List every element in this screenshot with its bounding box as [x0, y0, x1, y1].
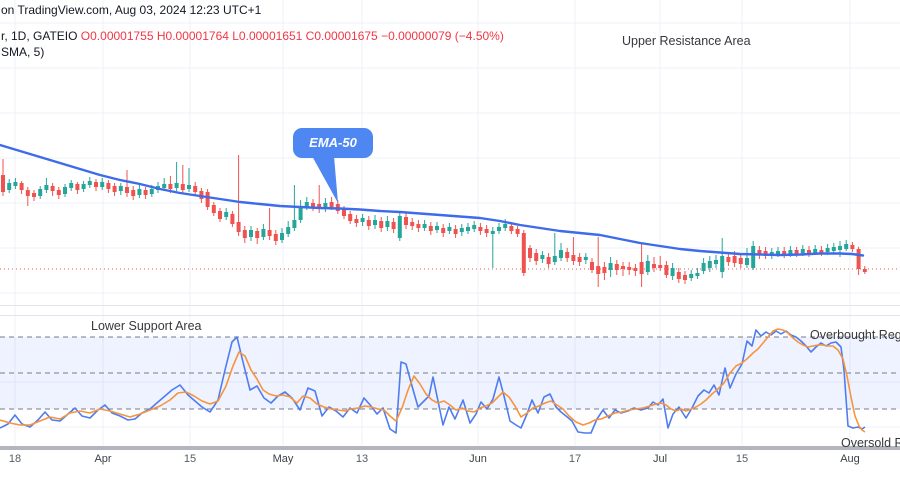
stochastic-d-line: [0, 328, 866, 433]
time-axis-label: Jun: [469, 453, 487, 465]
lower-support-label[interactable]: Lower Support Area: [91, 319, 202, 333]
ema-50-label[interactable]: EMA-50: [293, 128, 373, 158]
time-axis-label: May: [272, 453, 294, 465]
time-axis-label: 13: [355, 453, 369, 465]
legend-publish-line[interactable]: on TradingView.com, Aug 03, 2024 12:23 U…: [1, 3, 262, 17]
time-axis-label: Apr: [94, 453, 112, 465]
time-axis-label: Aug: [840, 453, 860, 465]
ema-50-line: [0, 143, 865, 257]
ema-label-pointer: [312, 156, 338, 203]
legend-symbol-text: r, 1D, GATEIO: [1, 29, 81, 43]
time-axis-label: 15: [735, 453, 749, 465]
oversold-region-label[interactable]: Oversold Region: [841, 436, 900, 450]
time-axis-label: 17: [568, 453, 582, 465]
time-axis-label: Jul: [652, 453, 668, 465]
candlesticks: [1, 155, 867, 287]
stochastic-k-line: [0, 329, 866, 434]
legend-sma-line[interactable]: SMA, 5): [1, 45, 45, 59]
legend-ohlc-values: O0.00001755 H0.00001764 L0.00001651 C0.0…: [80, 29, 504, 43]
time-axis-label: 15: [183, 453, 197, 465]
legend-symbol-line[interactable]: r, 1D, GATEIO O0.00001755 H0.00001764 L0…: [1, 30, 504, 43]
time-axis-bar: [0, 446, 900, 450]
pane-separator: [0, 315, 900, 316]
pane-separator: [0, 305, 900, 306]
time-axis-label: 18: [8, 453, 22, 465]
upper-resistance-label[interactable]: Upper Resistance Area: [622, 34, 751, 48]
overbought-region-label[interactable]: Overbought Region: [810, 328, 900, 342]
